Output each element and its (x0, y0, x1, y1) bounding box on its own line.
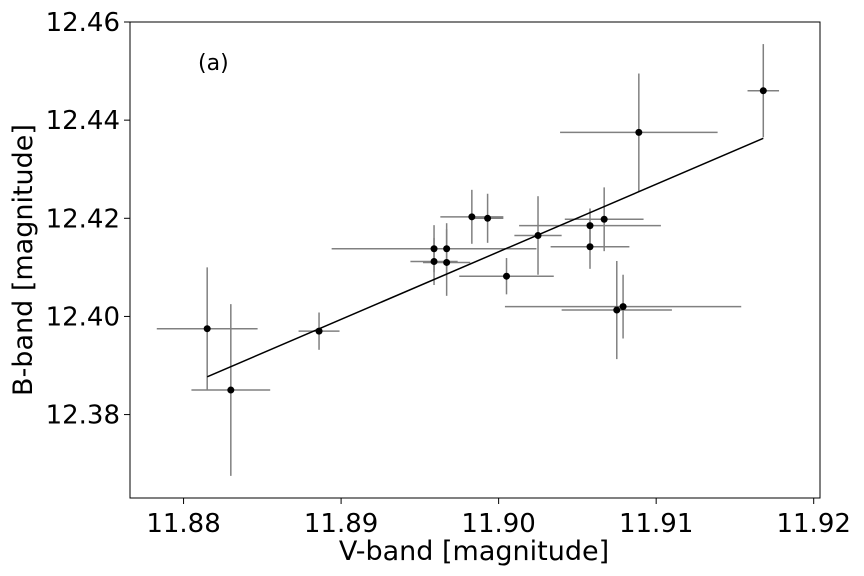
data-point (600, 215, 608, 223)
data-point (443, 258, 451, 266)
data-point (227, 386, 235, 394)
panel-annotation: (a) (198, 51, 229, 76)
data-point (468, 213, 476, 221)
data-point (613, 306, 621, 314)
x-tick-label: 11.92 (776, 509, 850, 539)
y-tick-label: 12.44 (46, 106, 120, 136)
y-tick-label: 12.38 (46, 401, 120, 431)
x-axis-ticks: 11.88 11.89 11.90 11.91 11.92 (146, 498, 851, 539)
y-axis-label: B-band [magnitude] (8, 124, 39, 396)
data-point (759, 87, 767, 95)
x-tick-label: 11.91 (619, 509, 693, 539)
y-tick-label: 12.40 (46, 302, 120, 332)
data-point (430, 257, 438, 265)
y-tick-label: 12.46 (46, 8, 120, 38)
y-tick-label: 12.42 (46, 204, 120, 234)
x-axis-label: V-band [magnitude] (339, 536, 609, 567)
data-point (430, 245, 438, 253)
errorbar-layer (156, 44, 780, 476)
data-point (443, 245, 451, 253)
data-point (619, 303, 627, 311)
point-layer (203, 87, 767, 394)
data-point (635, 128, 643, 136)
fit-line-layer (206, 137, 764, 378)
plot-frame (129, 21, 821, 499)
data-point (586, 243, 594, 251)
data-point (586, 222, 594, 230)
data-point (203, 325, 211, 333)
data-point (315, 327, 323, 335)
y-axis-ticks: 12.38 12.40 12.42 12.44 12.46 (46, 8, 130, 431)
data-point (534, 231, 542, 239)
fit-line (206, 137, 764, 378)
x-tick-label: 11.89 (304, 509, 378, 539)
x-tick-label: 11.88 (146, 509, 220, 539)
data-point (484, 214, 492, 222)
x-tick-label: 11.90 (461, 509, 535, 539)
data-point (503, 272, 511, 280)
